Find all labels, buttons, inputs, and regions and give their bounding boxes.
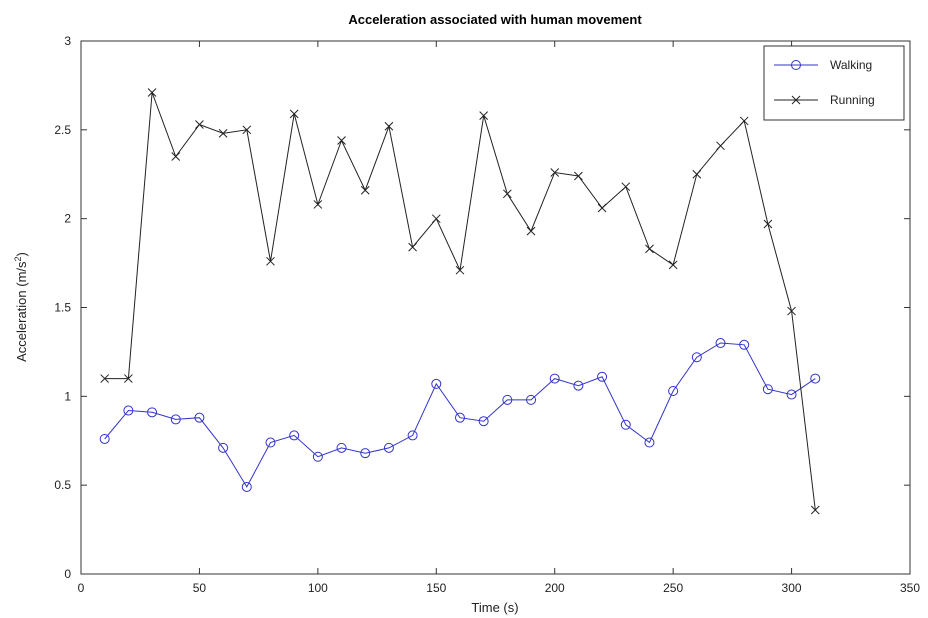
x-tick-label: 100 (308, 581, 328, 595)
data-point-walking (691, 352, 702, 363)
data-point-running (455, 265, 465, 275)
legend: Walking Running (763, 45, 905, 121)
data-point-walking (478, 416, 489, 427)
data-point-running (384, 121, 394, 131)
y-tick-label: 1.5 (54, 301, 71, 315)
y-tick-label: 0.5 (54, 478, 71, 492)
data-point-walking (289, 430, 300, 441)
data-point-running (597, 203, 607, 213)
data-point-walking (360, 448, 371, 459)
data-point-running (289, 109, 299, 119)
data-point-walking (170, 414, 181, 425)
data-point-walking (762, 384, 773, 395)
data-point-running (147, 88, 157, 97)
data-point-walking (573, 380, 584, 391)
data-point-running (124, 374, 133, 383)
data-point-running (763, 219, 773, 229)
data-point-walking (810, 373, 821, 384)
legend-box (763, 45, 905, 121)
data-point-running (692, 169, 702, 179)
y-axis-label-main: Acceleration (m/s (14, 261, 29, 362)
data-point-running (550, 168, 560, 177)
data-point-walking (786, 389, 797, 400)
data-point-walking (147, 407, 158, 418)
x-tick-label: 50 (193, 581, 207, 595)
data-point-walking (668, 386, 679, 397)
data-point-walking (431, 378, 442, 389)
data-point-walking (407, 430, 418, 441)
data-point-running (100, 374, 110, 383)
x-tick-label: 300 (782, 581, 802, 595)
data-point-walking (739, 339, 750, 350)
data-point-running (739, 116, 749, 126)
data-point-running (218, 129, 228, 138)
series-walking (99, 338, 821, 492)
x-axis-label: Time (s) (471, 600, 518, 615)
data-point-running (645, 244, 654, 254)
legend-marker-walking (791, 60, 801, 70)
y-tick-label: 2 (64, 212, 71, 226)
data-point-running (337, 136, 346, 145)
series-running (100, 88, 820, 515)
data-point-running (810, 505, 820, 515)
data-point-running (716, 141, 725, 151)
data-point-running (313, 200, 323, 209)
data-point-walking (265, 437, 276, 448)
x-tick-label: 250 (663, 581, 683, 595)
plot-area (80, 40, 911, 575)
data-point-running (195, 120, 204, 129)
data-point-running (171, 152, 181, 161)
y-tick-label: 2.5 (54, 123, 71, 137)
x-tick-label: 150 (426, 581, 446, 595)
data-point-walking (312, 451, 323, 462)
y-axis-label-tail: ) (14, 252, 29, 256)
legend-marker-running (791, 95, 801, 105)
series-line-walking (104, 342, 816, 488)
y-tick-label: 1 (64, 389, 71, 403)
data-point-walking (99, 433, 110, 444)
data-point-running (787, 306, 796, 316)
data-point-running (621, 182, 631, 192)
y-axis-label: Acceleration (m/s2) (13, 252, 29, 362)
data-point-running (266, 256, 275, 266)
y-tick-label: 0 (64, 567, 71, 581)
y-tick-label: 3 (64, 34, 71, 48)
data-point-walking (218, 442, 229, 453)
data-point-running (360, 185, 370, 195)
data-point-walking (620, 419, 631, 430)
data-point-walking (336, 442, 347, 453)
data-point-walking (502, 394, 513, 405)
data-point-walking (597, 371, 608, 382)
data-point-running (479, 111, 489, 120)
legend-label-running: Running (830, 93, 875, 107)
data-point-running (502, 189, 512, 199)
data-point-running (408, 242, 417, 252)
data-point-walking (194, 412, 205, 423)
legend-item-running: Running (774, 93, 875, 107)
legend-item-walking: Walking (774, 58, 872, 72)
data-point-walking (715, 338, 726, 349)
svg-text:Acceleration (m/s2): Acceleration (m/s2) (13, 252, 29, 362)
data-point-walking (549, 373, 560, 384)
data-point-walking (526, 394, 537, 405)
data-point-walking (241, 481, 252, 492)
data-point-running (668, 260, 678, 270)
data-point-walking (383, 442, 394, 453)
series-layer (99, 88, 821, 515)
y-axis-label-superscript: 2 (13, 256, 23, 261)
data-point-running (431, 214, 441, 224)
x-tick-label: 0 (78, 581, 85, 595)
data-point-walking (644, 437, 655, 448)
x-tick-label: 350 (900, 581, 920, 595)
legend-label-walking: Walking (830, 58, 872, 72)
data-point-walking (123, 405, 134, 416)
data-point-walking (454, 412, 465, 423)
data-point-running (574, 171, 583, 181)
x-tick-label: 200 (545, 581, 565, 595)
chart-title: Acceleration associated with human movem… (348, 12, 642, 27)
data-point-running (242, 125, 252, 135)
data-point-running (526, 226, 536, 236)
